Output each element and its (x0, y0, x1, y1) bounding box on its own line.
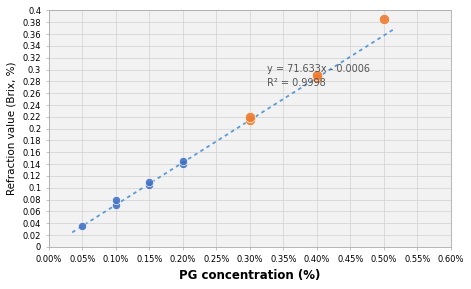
Point (112, 203, 120, 208)
Point (179, 159, 187, 164)
Y-axis label: Refraction value (Brix, %): Refraction value (Brix, %) (7, 62, 17, 195)
Point (313, 73, 321, 78)
Text: y = 71.633x - 0.0006
R² = 0.9998: y = 71.633x - 0.0006 R² = 0.9998 (267, 64, 370, 88)
Point (146, 182, 153, 187)
Point (246, 117, 253, 122)
Point (112, 197, 120, 202)
Point (246, 114, 253, 119)
Point (313, 76, 321, 81)
X-axis label: PG concentration (%): PG concentration (%) (179, 269, 320, 282)
Point (79, 224, 86, 229)
Point (380, 17, 388, 22)
Point (179, 162, 187, 166)
Point (146, 179, 153, 184)
